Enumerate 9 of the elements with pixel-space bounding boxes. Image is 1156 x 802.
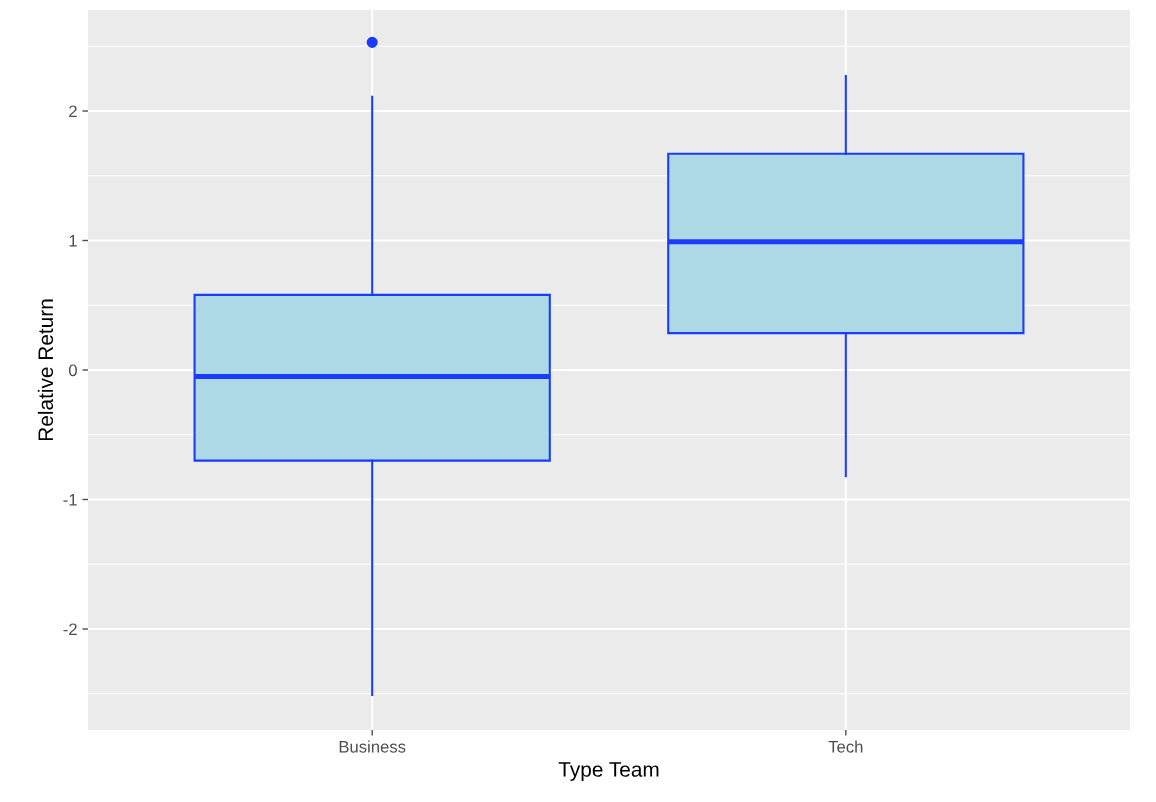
x-tick-label: Tech	[828, 740, 863, 753]
y-axis-title: Relative Return	[37, 299, 54, 441]
y-tick-label: 1	[69, 235, 77, 247]
y-tick-label: -1	[63, 494, 77, 506]
y-tick-label: 0	[68, 364, 77, 377]
y-tick-label: -2	[63, 623, 77, 636]
x-axis-title: Type Team	[558, 762, 659, 781]
y-tick-label: 2	[69, 105, 77, 118]
x-tick-label: Business	[339, 740, 406, 753]
